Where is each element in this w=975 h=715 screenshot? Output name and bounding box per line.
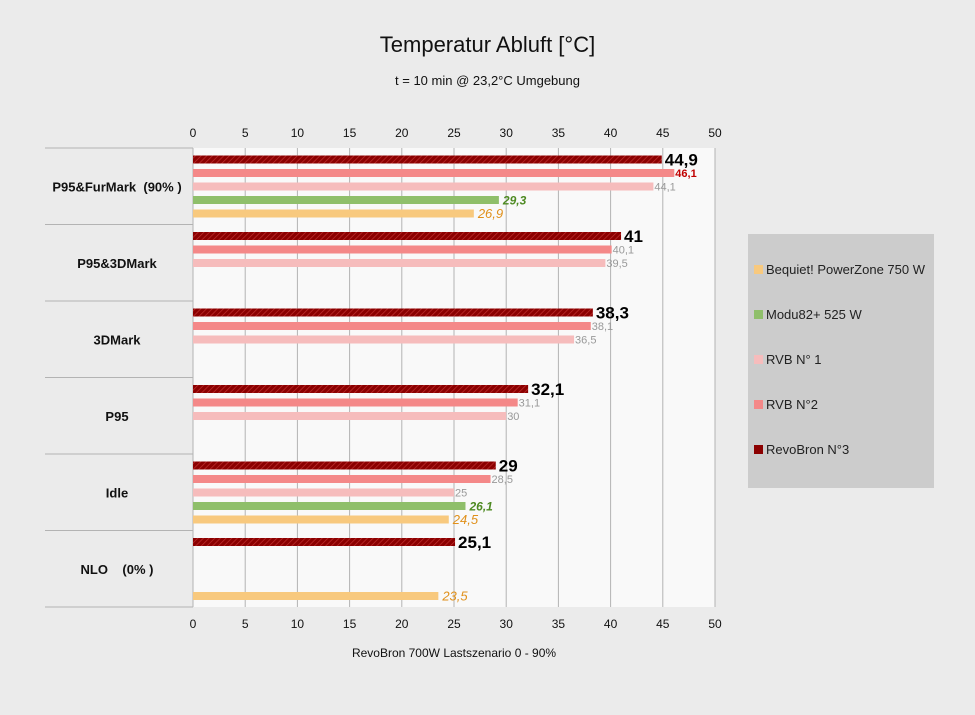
x-tick-label-top: 45 [656,126,670,140]
x-tick-label-bottom: 40 [604,617,618,631]
data-label: 25 [455,487,467,499]
legend-swatch [754,445,763,455]
data-label: 44,1 [654,181,675,193]
data-label: 38,3 [596,304,629,323]
bar [193,322,591,330]
x-tick-label-top: 0 [190,126,197,140]
x-tick-label-top: 25 [447,126,461,140]
x-tick-label-top: 5 [242,126,249,140]
data-label: 26,9 [477,206,503,221]
chart-title: Temperatur Abluft [°C] [379,32,596,57]
bar [193,461,496,470]
bar [193,182,654,191]
data-label: 26,1 [468,499,493,513]
legend-item: RevoBron N°3 [754,441,849,457]
bar [193,538,456,546]
legend-swatch [754,355,763,365]
x-tick-label-bottom: 20 [395,617,409,631]
x-tick-label-bottom: 15 [343,617,357,631]
bar [193,209,474,218]
x-tick-label-bottom: 0 [190,617,197,631]
legend-swatch [754,400,763,410]
bar [193,385,529,393]
bar [193,196,499,204]
bar [193,308,593,317]
x-tick-label-bottom: 30 [500,617,514,631]
bar [193,515,449,524]
legend-label: RVB N°2 [766,397,818,413]
data-label: 31,1 [519,397,540,409]
data-label: 25,1 [458,533,491,552]
x-tick-label-top: 20 [395,126,409,140]
x-tick-label-bottom: 45 [656,617,670,631]
data-label: 38,1 [592,321,613,333]
data-label: 39,5 [606,258,627,270]
x-tick-label-top: 35 [552,126,566,140]
legend-label: RevoBron N°3 [766,442,850,458]
x-tick-label-bottom: 35 [552,617,566,631]
category-label: Idle [106,485,128,500]
bar [193,169,675,177]
category-label: 3DMark [94,332,142,347]
data-label: 24,5 [452,512,479,527]
x-tick-label-top: 40 [604,126,618,140]
bar [193,475,491,483]
data-label: 46,1 [675,168,696,180]
data-label: 36,5 [575,334,596,346]
legend-label: Modu82+ 525 W [766,307,862,323]
data-label: 41 [624,227,643,246]
data-label: 30 [507,411,519,423]
legend-item: Bequiet! PowerZone 750 W [754,261,925,277]
bar [193,232,622,240]
data-label: 44,9 [665,151,698,170]
bar [193,592,439,600]
bar [193,488,454,497]
legend-item: Modu82+ 525 W [754,306,862,322]
bar [193,335,575,344]
x-tick-label-top: 30 [500,126,514,140]
x-tick-label-bottom: 50 [708,617,722,631]
data-label: 23,5 [441,589,468,604]
legend-label: RVB N° 1 [766,352,822,368]
legend-swatch [754,265,763,275]
bar [193,259,606,267]
x-tick-label-bottom: 5 [242,617,249,631]
x-axis-label: RevoBron 700W Lastszenario 0 - 90% [351,646,557,660]
data-label: 28,5 [492,474,513,486]
x-tick-label-top: 10 [291,126,305,140]
data-label: 32,1 [531,380,564,399]
data-label: 29,3 [502,193,527,207]
bar [193,412,507,420]
legend-item: RVB N°2 [754,396,818,412]
legend-swatch [754,310,763,320]
data-label: 40,1 [613,244,634,256]
category-label: P95 [105,409,128,424]
x-tick-label-top: 50 [708,126,722,140]
x-tick-label-top: 15 [343,126,357,140]
legend-label: Bequiet! PowerZone 750 W [766,262,925,278]
bar [193,502,466,510]
x-tick-label-bottom: 10 [291,617,305,631]
bar [193,398,518,407]
category-label: P95&3DMark [77,256,157,271]
category-label: P95&FurMark (90% ) [52,179,181,194]
bar [193,155,662,164]
bar [193,245,612,254]
chart-legend: Bequiet! PowerZone 750 W Modu82+ 525 W RVB… [748,234,934,488]
legend-item: RVB N° 1 [754,351,822,367]
chart-subtitle: t = 10 min @ 23,2°C Umgebung [395,73,580,88]
category-label: NLO (0% ) [81,562,154,577]
x-tick-label-bottom: 25 [447,617,461,631]
data-label: 29 [499,457,518,476]
